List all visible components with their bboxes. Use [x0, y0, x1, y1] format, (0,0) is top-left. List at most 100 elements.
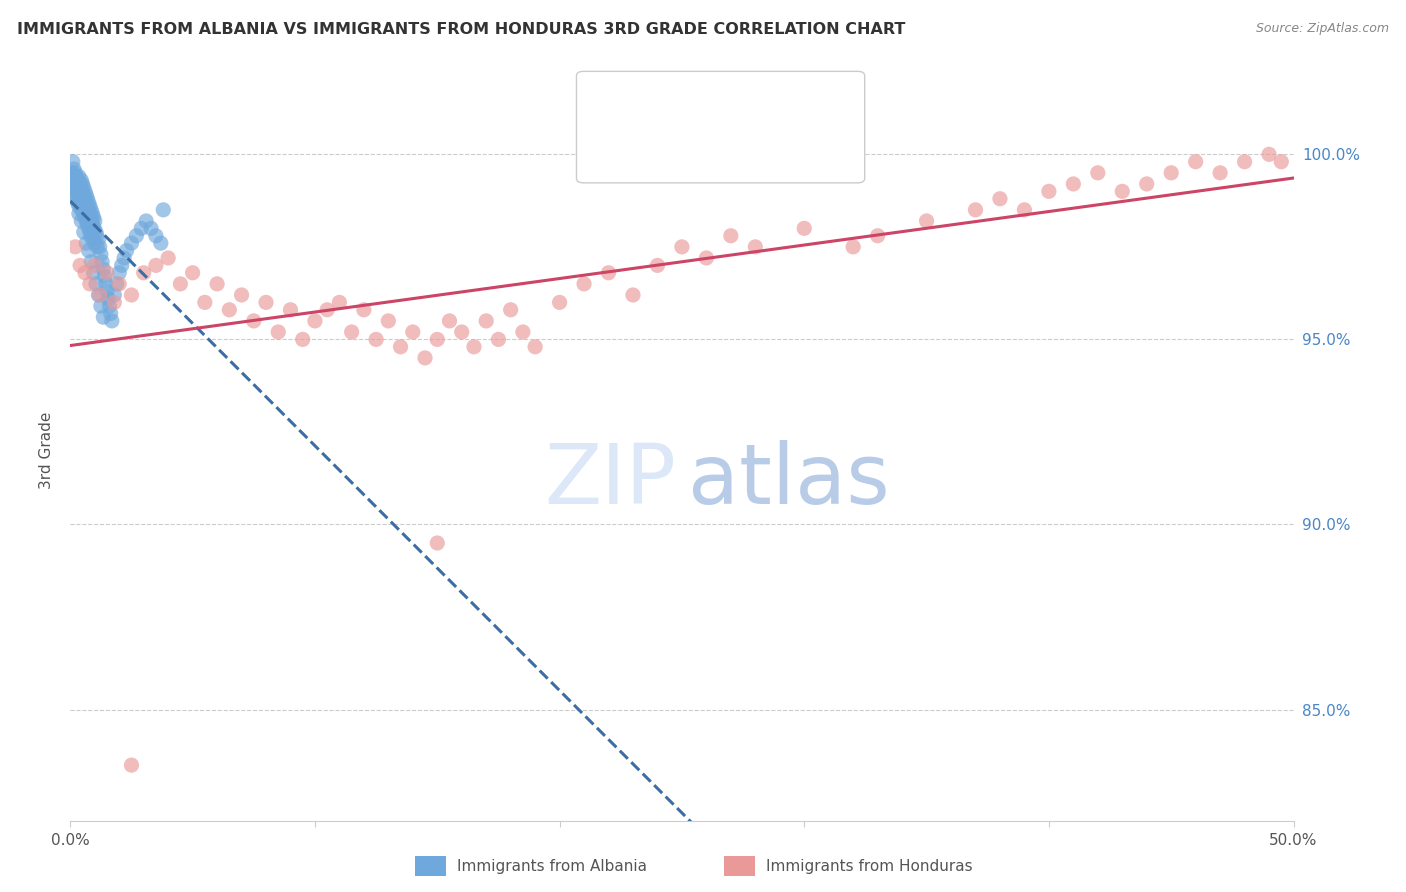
Point: [121, 758, 143, 772]
Point: [90, 247, 112, 261]
Point: [572, 277, 595, 291]
Point: [254, 295, 277, 310]
Point: [62, 154, 84, 169]
Point: [132, 266, 155, 280]
Point: [67, 199, 90, 213]
Point: [121, 236, 143, 251]
Point: [62, 169, 84, 184]
Point: [80, 202, 103, 217]
Point: [69, 192, 91, 206]
Point: [73, 206, 96, 220]
Point: [145, 259, 167, 273]
Text: ZIP: ZIP: [544, 440, 676, 521]
Point: [73, 185, 96, 199]
Point: [83, 266, 105, 280]
Point: [69, 185, 91, 199]
Point: [1111, 185, 1133, 199]
Point: [366, 333, 388, 347]
Point: [75, 214, 97, 228]
Point: [86, 228, 108, 243]
Point: [60, 177, 83, 191]
Point: [76, 218, 98, 232]
Point: [98, 299, 121, 313]
Point: [548, 295, 571, 310]
Point: [76, 199, 98, 213]
Point: [194, 295, 217, 310]
Point: [97, 292, 120, 306]
Point: [93, 269, 115, 284]
Point: [84, 225, 107, 239]
Point: [83, 211, 105, 225]
Point: [69, 177, 91, 191]
Point: [1160, 166, 1182, 180]
Y-axis label: 3rd Grade: 3rd Grade: [39, 412, 55, 489]
Point: [720, 228, 742, 243]
Point: [80, 228, 103, 243]
Point: [91, 254, 114, 268]
Point: [63, 173, 86, 187]
Point: [1270, 154, 1292, 169]
Point: [77, 202, 100, 217]
Point: [450, 325, 472, 339]
Point: [76, 192, 98, 206]
Point: [66, 180, 89, 194]
Point: [91, 310, 114, 325]
Text: Immigrants from Honduras: Immigrants from Honduras: [766, 859, 973, 873]
Point: [72, 177, 94, 191]
Point: [70, 202, 93, 217]
Point: [73, 192, 96, 206]
Point: [111, 259, 134, 273]
Point: [75, 195, 97, 210]
Point: [108, 277, 131, 291]
Point: [103, 288, 125, 302]
Text: atlas: atlas: [688, 440, 890, 521]
Point: [83, 214, 105, 228]
Point: [842, 240, 865, 254]
Point: [73, 225, 96, 239]
Text: R = 0.088   N = 97: R = 0.088 N = 97: [640, 103, 797, 121]
Text: IMMIGRANTS FROM ALBANIA VS IMMIGRANTS FROM HONDURAS 3RD GRADE CORRELATION CHART: IMMIGRANTS FROM ALBANIA VS IMMIGRANTS FR…: [17, 22, 905, 37]
Point: [73, 266, 96, 280]
Point: [475, 314, 498, 328]
Point: [63, 166, 86, 180]
Point: [1136, 177, 1159, 191]
Point: [112, 251, 135, 265]
Point: [63, 185, 86, 199]
Point: [267, 325, 290, 339]
Point: [89, 240, 111, 254]
Point: [96, 266, 118, 280]
Point: [80, 254, 103, 268]
Point: [65, 169, 87, 184]
Point: [1038, 185, 1060, 199]
Point: [82, 218, 104, 232]
Point: [83, 259, 105, 273]
Point: [84, 277, 107, 291]
Point: [63, 162, 86, 177]
Point: [1184, 154, 1206, 169]
Point: [90, 299, 112, 313]
Point: [695, 251, 717, 265]
Point: [94, 277, 117, 291]
Point: [79, 199, 101, 213]
Point: [135, 214, 157, 228]
Point: [63, 240, 86, 254]
Point: [1087, 166, 1109, 180]
Point: [439, 314, 461, 328]
Point: [103, 295, 125, 310]
Point: [1233, 154, 1256, 169]
Point: [340, 325, 363, 339]
Point: [65, 188, 87, 202]
Point: [87, 288, 110, 302]
Point: [70, 185, 93, 199]
Point: [101, 314, 124, 328]
Point: [145, 228, 167, 243]
Point: [149, 236, 172, 251]
Text: Source: ZipAtlas.com: Source: ZipAtlas.com: [1256, 22, 1389, 36]
Point: [60, 166, 83, 180]
Point: [413, 351, 436, 365]
Point: [89, 288, 111, 302]
Point: [426, 333, 449, 347]
Point: [83, 236, 105, 251]
Point: [129, 221, 152, 235]
Point: [598, 266, 620, 280]
